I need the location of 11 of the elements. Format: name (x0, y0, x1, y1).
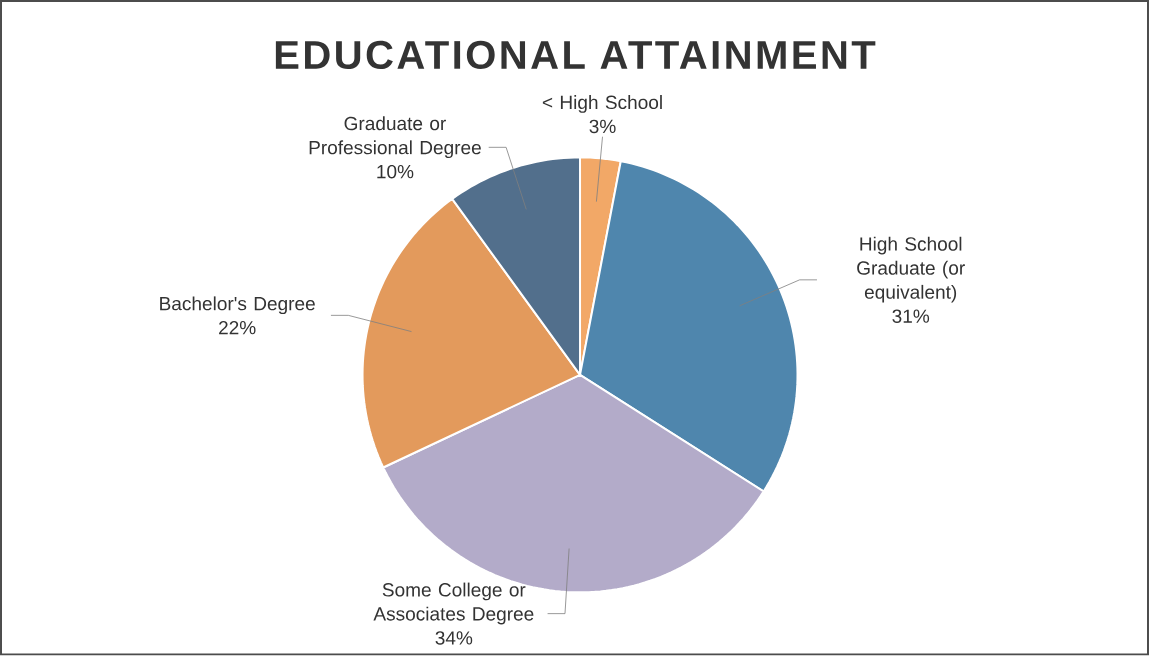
data-label: 22% (219, 321, 256, 335)
slice-label: < High School (542, 95, 662, 114)
slice-label: Bachelor's Degree (160, 296, 315, 315)
slice-label: Some College or Associates Degree (373, 582, 534, 625)
data-label: 3% (589, 119, 616, 134)
slice-label: Graduate or Professional Degree (309, 116, 481, 159)
slice-label: High School Graduate (or equivalent) (857, 237, 965, 303)
data-label: 31% (892, 309, 930, 324)
data-label: 10% (377, 165, 414, 179)
data-label: 34% (435, 631, 473, 645)
chart-title: EDUCATIONAL ATTAINMENT (275, 40, 876, 70)
